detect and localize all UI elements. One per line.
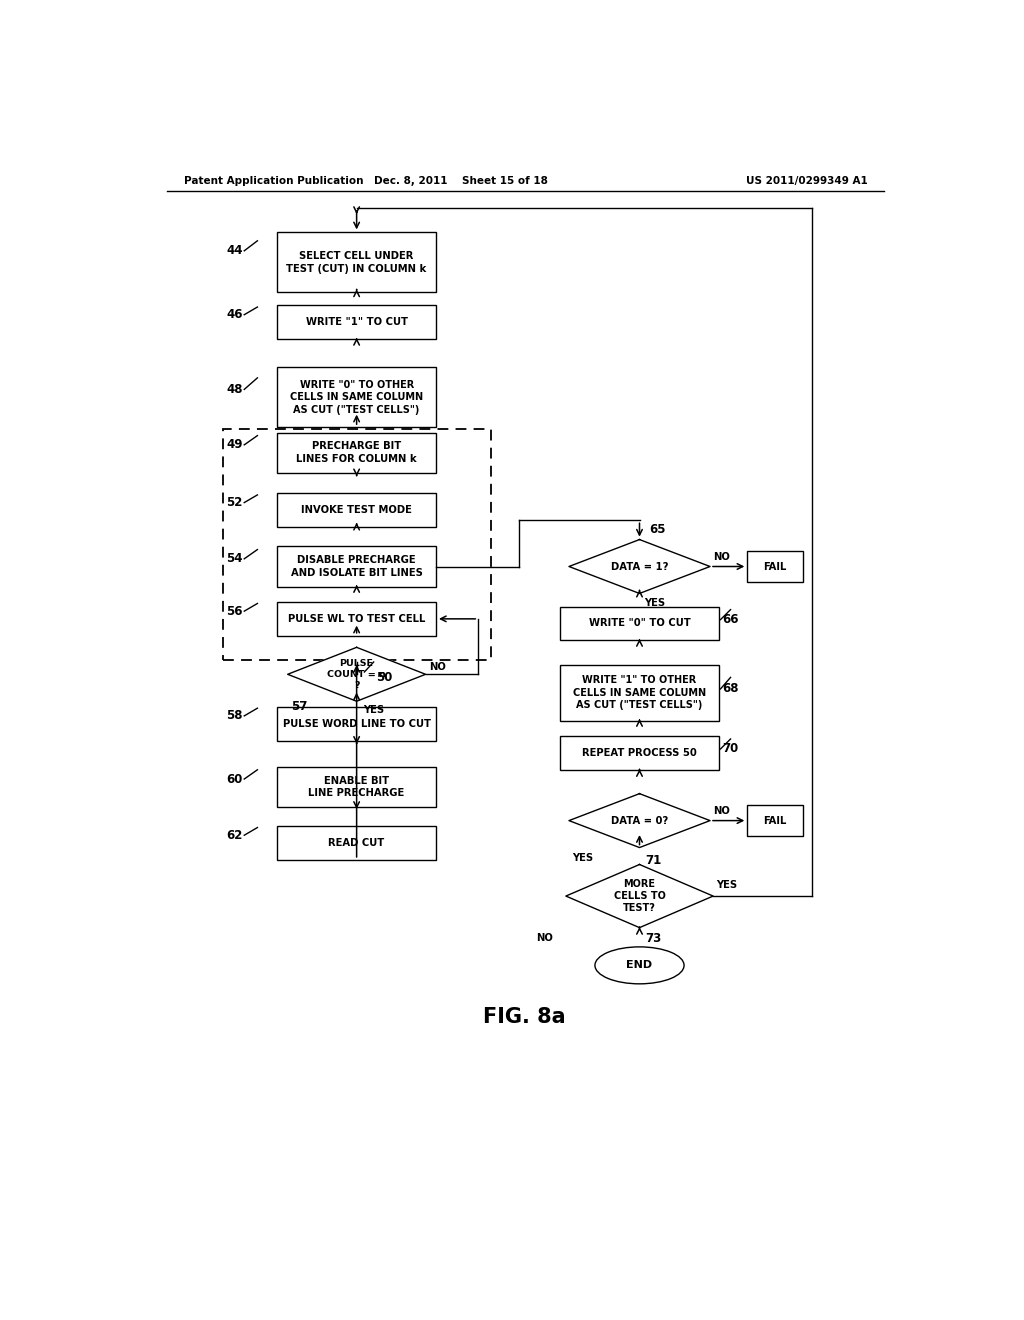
Text: MORE
CELLS TO
TEST?: MORE CELLS TO TEST? bbox=[613, 879, 666, 913]
Text: PRECHARGE BIT
LINES FOR COLUMN k: PRECHARGE BIT LINES FOR COLUMN k bbox=[296, 441, 417, 463]
Bar bbox=[278, 767, 436, 807]
Bar bbox=[278, 367, 436, 428]
Bar bbox=[560, 607, 719, 640]
Bar bbox=[278, 494, 436, 527]
Text: 65: 65 bbox=[649, 523, 666, 536]
Text: 68: 68 bbox=[722, 682, 738, 696]
Polygon shape bbox=[288, 647, 426, 701]
Text: FAIL: FAIL bbox=[764, 561, 786, 572]
Text: Dec. 8, 2011    Sheet 15 of 18: Dec. 8, 2011 Sheet 15 of 18 bbox=[375, 176, 548, 186]
Text: YES: YES bbox=[572, 853, 593, 862]
Text: 71: 71 bbox=[646, 854, 662, 867]
Text: WRITE "0" TO OTHER
CELLS IN SAME COLUMN
AS CUT ("TEST CELLS"): WRITE "0" TO OTHER CELLS IN SAME COLUMN … bbox=[290, 380, 423, 414]
Text: DISABLE PRECHARGE
AND ISOLATE BIT LINES: DISABLE PRECHARGE AND ISOLATE BIT LINES bbox=[291, 556, 423, 578]
Bar bbox=[222, 429, 490, 660]
Text: 70: 70 bbox=[722, 742, 738, 755]
Text: YES: YES bbox=[644, 598, 666, 609]
Text: NO: NO bbox=[429, 661, 446, 672]
Text: 57: 57 bbox=[292, 700, 308, 713]
Ellipse shape bbox=[595, 946, 684, 983]
Text: WRITE "0" TO CUT: WRITE "0" TO CUT bbox=[589, 619, 690, 628]
Text: Patent Application Publication: Patent Application Publication bbox=[183, 176, 364, 186]
Text: 58: 58 bbox=[226, 709, 243, 722]
Text: NO: NO bbox=[713, 552, 730, 562]
Bar bbox=[278, 433, 436, 473]
Text: 62: 62 bbox=[226, 829, 243, 842]
Text: DATA = 1?: DATA = 1? bbox=[610, 561, 669, 572]
Text: INVOKE TEST MODE: INVOKE TEST MODE bbox=[301, 506, 412, 515]
Text: FAIL: FAIL bbox=[764, 816, 786, 825]
Text: END: END bbox=[627, 961, 652, 970]
Text: 60: 60 bbox=[226, 772, 243, 785]
Bar bbox=[278, 305, 436, 339]
Text: YES: YES bbox=[362, 705, 384, 715]
Text: US 2011/0299349 A1: US 2011/0299349 A1 bbox=[746, 176, 868, 186]
Text: WRITE "1" TO CUT: WRITE "1" TO CUT bbox=[305, 317, 408, 327]
Text: DATA = 0?: DATA = 0? bbox=[611, 816, 668, 825]
Polygon shape bbox=[566, 865, 713, 928]
Text: PULSE WL TO TEST CELL: PULSE WL TO TEST CELL bbox=[288, 614, 425, 624]
Text: NO: NO bbox=[537, 933, 553, 942]
Text: 54: 54 bbox=[226, 552, 243, 565]
Bar bbox=[278, 706, 436, 741]
Polygon shape bbox=[569, 540, 710, 594]
Polygon shape bbox=[569, 793, 710, 847]
Text: 49: 49 bbox=[226, 438, 243, 451]
Text: 48: 48 bbox=[226, 383, 243, 396]
Bar bbox=[748, 552, 803, 582]
Text: 66: 66 bbox=[722, 612, 738, 626]
Bar bbox=[278, 232, 436, 293]
Text: 56: 56 bbox=[226, 605, 243, 618]
Text: 73: 73 bbox=[646, 932, 662, 945]
Text: NO: NO bbox=[713, 807, 730, 816]
Bar bbox=[748, 805, 803, 836]
Text: PULSE
COUNT = n
?: PULSE COUNT = n ? bbox=[328, 659, 386, 690]
Text: REPEAT PROCESS 50: REPEAT PROCESS 50 bbox=[582, 748, 697, 758]
Bar bbox=[560, 737, 719, 770]
Text: FIG. 8a: FIG. 8a bbox=[483, 1007, 566, 1027]
Text: SELECT CELL UNDER
TEST (CUT) IN COLUMN k: SELECT CELL UNDER TEST (CUT) IN COLUMN k bbox=[287, 251, 427, 273]
Bar bbox=[278, 602, 436, 636]
Text: 52: 52 bbox=[226, 496, 243, 510]
Bar bbox=[278, 546, 436, 586]
Text: 46: 46 bbox=[226, 308, 243, 321]
Text: ENABLE BIT
LINE PRECHARGE: ENABLE BIT LINE PRECHARGE bbox=[308, 776, 404, 797]
Bar bbox=[278, 826, 436, 859]
Text: WRITE "1" TO OTHER
CELLS IN SAME COLUMN
AS CUT ("TEST CELLS"): WRITE "1" TO OTHER CELLS IN SAME COLUMN … bbox=[573, 676, 707, 710]
Text: 50: 50 bbox=[376, 671, 392, 684]
Bar bbox=[560, 665, 719, 721]
Text: PULSE WORD LINE TO CUT: PULSE WORD LINE TO CUT bbox=[283, 718, 431, 729]
Text: 44: 44 bbox=[226, 244, 243, 257]
Text: YES: YES bbox=[716, 879, 737, 890]
Text: READ CUT: READ CUT bbox=[329, 838, 385, 847]
